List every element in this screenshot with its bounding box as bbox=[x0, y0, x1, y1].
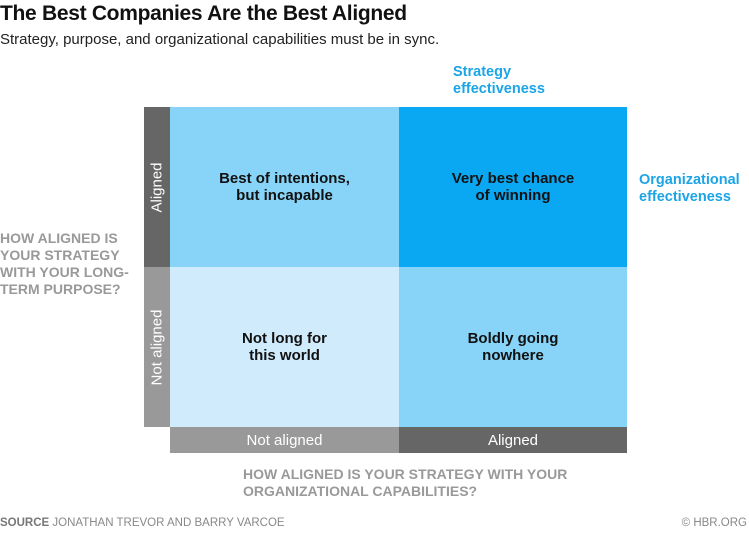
x-axis-aligned-label: Aligned bbox=[487, 431, 539, 449]
quadrant-top-left-label: Best of intentions, but incapable bbox=[219, 170, 350, 204]
y-axis-aligned: Aligned bbox=[144, 107, 170, 267]
quadrant-bottom-right: Boldly going nowhere bbox=[399, 267, 627, 427]
y-axis-aligned-label: Aligned bbox=[148, 161, 166, 213]
quadrant-bottom-left: Not long for this world bbox=[170, 267, 399, 427]
x-axis-not-aligned-label: Not aligned bbox=[246, 431, 323, 449]
quadrant-top-left: Best of intentions, but incapable bbox=[170, 107, 399, 267]
organizational-effectiveness-label: Organizational effectiveness bbox=[639, 172, 740, 205]
source-note: SOURCE JONATHAN TREVOR AND BARRY VARCOE bbox=[0, 517, 285, 529]
strategy-effectiveness-label: Strategy effectiveness bbox=[453, 64, 545, 97]
x-axis-not-aligned: Not aligned bbox=[170, 427, 399, 453]
copyright: © HBR.ORG bbox=[681, 517, 747, 529]
chart-title: The Best Companies Are the Best Aligned bbox=[0, 2, 407, 25]
x-axis-aligned: Aligned bbox=[399, 427, 627, 453]
x-axis-question: HOW ALIGNED IS YOUR STRATEGY WITH YOUR O… bbox=[243, 466, 568, 499]
chart-subtitle: Strategy, purpose, and organizational ca… bbox=[0, 31, 440, 48]
quadrant-top-right-label: Very best chance of winning bbox=[451, 170, 575, 204]
quadrant-bottom-left-label: Not long for this world bbox=[242, 330, 327, 364]
quadrant-top-right: Very best chance of winning bbox=[399, 107, 627, 267]
source-text: JONATHAN TREVOR AND BARRY VARCOE bbox=[52, 517, 285, 529]
quadrant-bottom-right-label: Boldly going nowhere bbox=[467, 330, 559, 364]
y-axis-not-aligned-label: Not aligned bbox=[148, 309, 166, 385]
y-axis-not-aligned: Not aligned bbox=[144, 267, 170, 427]
source-label: SOURCE bbox=[0, 517, 50, 529]
y-axis-question: HOW ALIGNED IS YOUR STRATEGY WITH YOUR L… bbox=[0, 230, 129, 297]
